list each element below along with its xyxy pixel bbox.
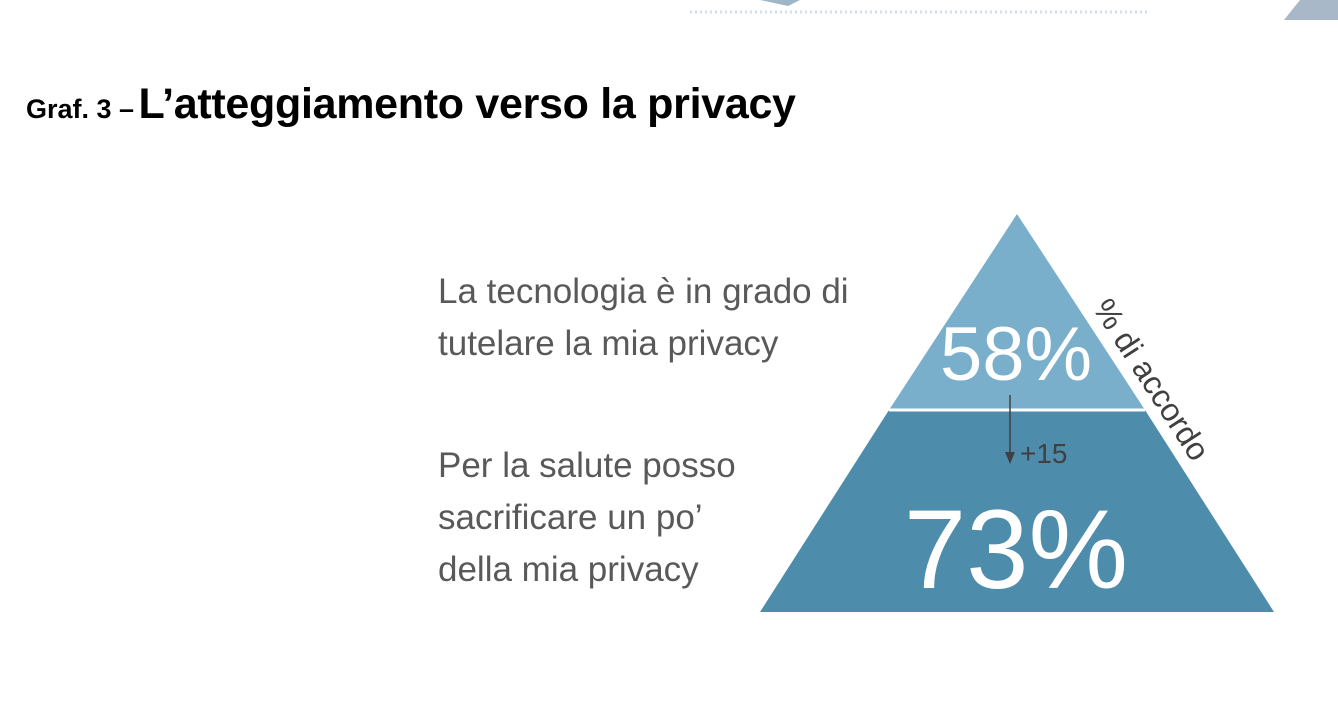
title-main: L’atteggiamento verso la privacy — [138, 80, 796, 128]
top-tier-value: 58% — [940, 312, 1092, 397]
statement-bottom-line-1: Per la salute posso — [438, 446, 736, 485]
top-decoration — [690, 0, 1338, 20]
delta-label: +15 — [1020, 438, 1068, 469]
statement-bottom-line-3: della mia privacy — [438, 550, 699, 589]
statement-top-line-1: La tecnologia è in grado di — [438, 272, 849, 311]
statement-top: La tecnologia è in grado di tutelare la … — [438, 266, 918, 370]
statement-bottom-line-2: sacrificare un po’ — [438, 498, 703, 537]
statement-top-line-2: tutelare la mia privacy — [438, 324, 779, 363]
bottom-tier-value: 73% — [904, 487, 1128, 612]
pyramid-bottom-tier — [760, 410, 1274, 612]
decor-shape-left — [760, 0, 800, 6]
delta-arrow-head — [1005, 452, 1015, 464]
title-prefix: Graf. 3 – — [26, 94, 135, 124]
pyramid-top-tier — [889, 214, 1145, 410]
decor-shape-right — [1284, 0, 1338, 20]
chart-title: Graf. 3 – L’atteggiamento verso la priva… — [26, 80, 796, 129]
statement-bottom: Per la salute posso sacrificare un po’ d… — [438, 440, 778, 596]
